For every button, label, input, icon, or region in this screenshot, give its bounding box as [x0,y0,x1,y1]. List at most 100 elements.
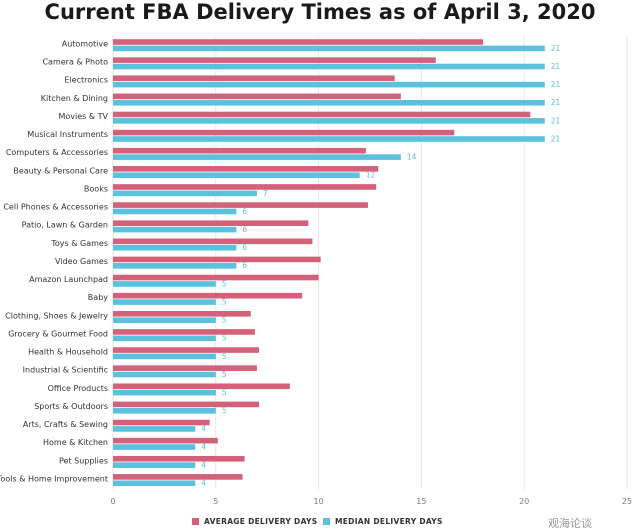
category-label: Home & Kitchen [43,438,108,447]
average-bar [113,419,210,426]
median-data-label: 5 [222,297,227,306]
median-bar [113,389,216,396]
category-label: Beauty & Personal Care [13,166,108,175]
median-data-label: 5 [222,406,227,415]
category-label: Computers & Accessories [6,148,108,157]
category-label: Industrial & Scientific [23,366,108,375]
x-axis-ticks: 0 5 10 15 20 25 [110,497,632,506]
median-data-label: 6 [242,243,247,252]
median-data-label: 5 [222,370,227,379]
median-bar [113,226,237,233]
category-label: Movies & TV [58,112,108,121]
category-label: Cell Phones & Accessories [3,203,108,212]
category-label: Video Games [55,257,108,266]
x-tick-label: 5 [213,497,218,506]
median-data-label: 5 [222,279,227,288]
median-data-label: 6 [242,207,247,216]
median-data-label: 21 [551,44,561,53]
gridlines [112,36,628,489]
average-bar [113,39,484,45]
median-data-label: 5 [222,316,227,325]
average-bar [113,111,531,118]
average-bar [113,365,257,371]
median-bar [113,208,237,215]
chart-title: Current FBA Delivery Times as of April 3… [44,0,596,24]
average-bar [113,455,245,462]
category-label: Electronics [64,76,108,85]
median-data-label: 5 [222,334,227,343]
average-bar [113,347,259,353]
median-data-label: 6 [242,261,247,270]
legend-label-average: AVERAGE DELIVERY DAYS [204,517,317,526]
legend-swatch-median [323,518,330,525]
category-label: Pet Supplies [59,456,108,465]
legend-label-median: MEDIAN DELIVERY DAYS [335,517,443,526]
average-bar [113,184,377,190]
median-bar [113,63,545,70]
category-label: Grocery & Gourmet Food [8,329,108,338]
average-bar [113,93,401,100]
median-bar [113,263,237,269]
x-tick-label: 25 [622,497,632,506]
median-data-label: 4 [201,424,206,433]
median-data-label: 4 [201,461,206,470]
median-data-label: 21 [551,134,561,143]
median-data-label: 6 [242,225,247,234]
category-label: Tools & Home Improvement [0,474,108,483]
average-bar [113,383,290,390]
median-bar [113,335,216,342]
average-bar [113,202,368,208]
median-bar [113,244,237,251]
average-bar [113,311,251,317]
median-bar [113,190,257,197]
category-labels: Automotive Camera & Photo Electronics Kitch… [0,40,109,484]
average-bar [113,220,309,226]
category-label: Health & Household [28,348,108,357]
average-bar [113,166,379,172]
median-data-label: 4 [201,442,206,451]
median-bar [113,317,216,323]
median-data-label: 7 [263,189,268,198]
average-bar [113,256,321,263]
x-tick-label: 15 [416,497,426,506]
average-bar [113,437,218,444]
median-data-label: 12 [366,171,376,180]
category-label: Automotive [62,40,108,49]
category-label: Toys & Games [50,239,108,248]
legend: AVERAGE DELIVERY DAYS MEDIAN DELIVERY DAY… [192,517,443,526]
average-bar [113,75,395,82]
average-bar [113,238,313,245]
median-bar [113,172,360,179]
median-data-label: 5 [222,388,227,397]
average-bar [113,147,366,154]
median-bar [113,281,216,287]
median-bar [113,299,216,305]
category-label: Musical Instruments [27,130,108,139]
category-label: Arts, Crafts & Sewing [23,420,108,429]
category-label: Patio, Lawn & Garden [22,221,108,230]
legend-swatch-average [192,518,199,525]
average-bar [113,401,259,408]
median-bar [113,154,401,160]
median-data-label: 21 [551,116,561,125]
average-bar [113,292,303,299]
category-label: Amazon Launchpad [29,275,108,284]
category-label: Kitchen & Dining [41,94,108,103]
median-bar [113,426,196,432]
category-label: Clothing, Shoes & Jewelry [5,311,108,320]
category-label: Camera & Photo [42,58,108,67]
median-bar [113,371,216,378]
category-label: Office Products [48,384,108,393]
category-label: Baby [88,293,108,302]
x-tick-label: 0 [110,497,115,506]
median-bar [113,118,545,124]
median-data-label: 5 [222,352,227,361]
category-label: Sports & Outdoors [34,402,108,411]
bars: 21 21 21 21 21 21 14 12 7 6 6 6 6 5 5 5 5 5 5 5 5 4 4 4 4 [113,39,561,488]
average-bar [113,129,455,136]
median-bar [113,81,545,88]
watermark-text: 观海论谈 [548,517,592,530]
median-data-label: 4 [201,479,206,488]
median-bar [113,99,545,106]
